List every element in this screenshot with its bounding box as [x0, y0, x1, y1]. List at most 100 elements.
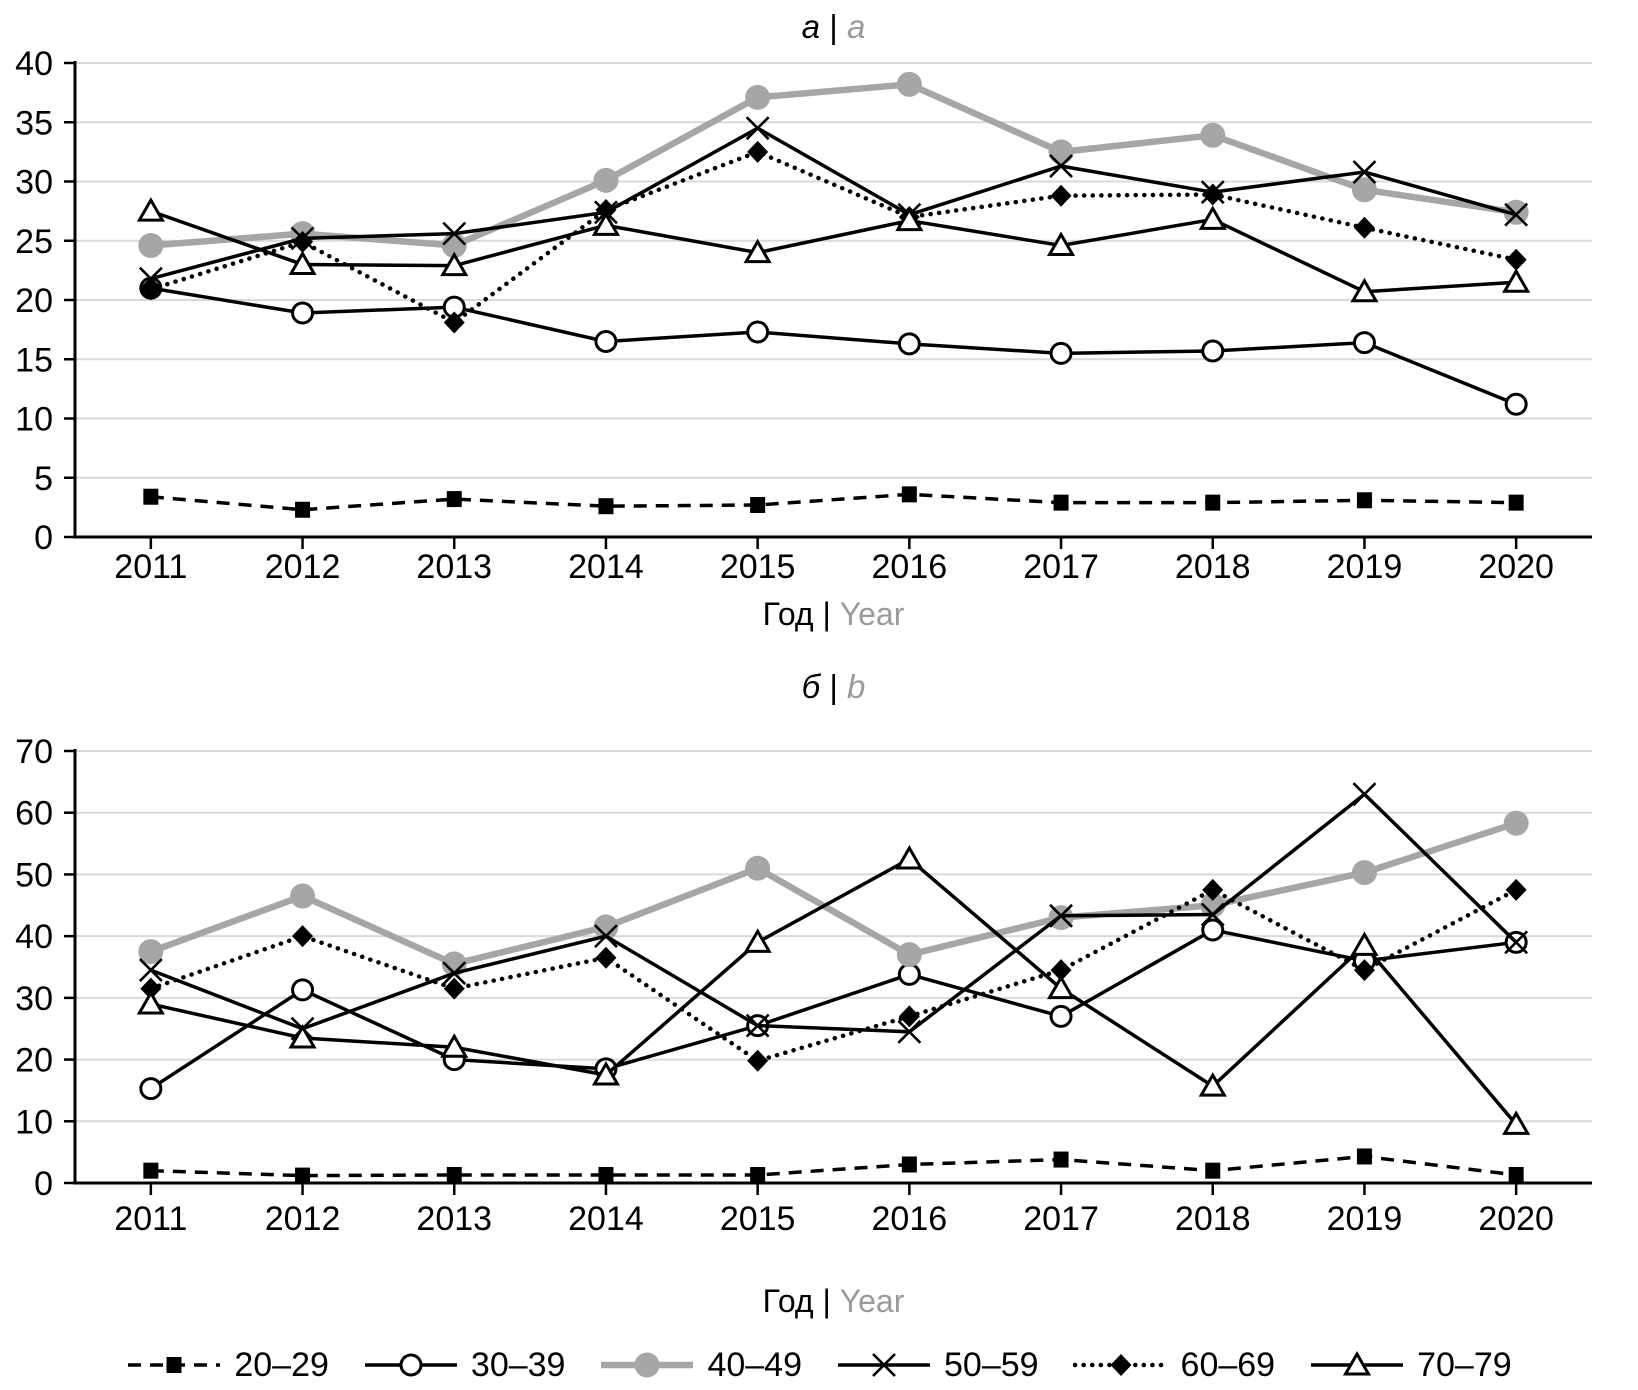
legend-label: 60–69 [1180, 1345, 1276, 1384]
filled-diamond-marker [292, 230, 314, 253]
filled-diamond-marker [292, 925, 314, 948]
gray-circle-marker [138, 232, 164, 258]
series-line [150, 791, 1518, 1034]
x-marker [138, 958, 163, 983]
series-line [150, 492, 1517, 512]
open-circle-marker [897, 332, 921, 356]
series-line [150, 81, 1517, 249]
chart-a-series-40-49 [138, 71, 1529, 258]
chart-a-ytick-label: 20 [15, 282, 53, 320]
open-triangle-marker [1343, 1350, 1372, 1376]
open-triangle-marker [1046, 974, 1076, 1000]
chart-a-title-separator: | [829, 8, 838, 45]
chart-a-xtick-label: 2012 [265, 548, 341, 586]
legend-sample-solid-triangle [1311, 1350, 1404, 1376]
filled-square-marker [1205, 1162, 1221, 1179]
x-marker [1504, 202, 1529, 227]
filled-square-marker [446, 491, 462, 508]
chart-a-ytick-label: 0 [34, 519, 53, 557]
chart-b-xtick-label: 2019 [1327, 1200, 1403, 1238]
legend-item-30-39: 30–39 [363, 1346, 565, 1385]
filled-square-marker [1356, 492, 1372, 509]
gray-circle-marker [745, 855, 771, 881]
open-triangle-marker [288, 250, 317, 275]
legend-sample-dashed-square [128, 1357, 221, 1373]
filled-diamond-marker [747, 1049, 769, 1072]
open-triangle-marker [1502, 1110, 1531, 1135]
chart-a-series-20-29 [143, 486, 1524, 518]
chart-b-gridlines [75, 750, 1592, 1123]
gray-circle-marker [745, 84, 771, 110]
chart-b-series-20-29 [143, 1148, 1524, 1184]
legend-item-60-69: 60–69 [1072, 1345, 1276, 1385]
series-line [150, 126, 1517, 281]
filled-square-marker [1205, 494, 1221, 511]
gray-circle-marker [896, 942, 922, 968]
filled-diamond-marker [140, 977, 162, 1000]
chart-a-xtick-label: 2016 [872, 548, 948, 586]
filled-square-marker [1053, 1151, 1069, 1168]
open-circle-marker [1504, 392, 1528, 416]
filled-diamond-marker [1505, 878, 1527, 901]
x-marker [872, 1353, 896, 1377]
chart-a-xtick-label: 2018 [1175, 548, 1251, 586]
chart-a-xtick-label: 2015 [720, 548, 796, 586]
open-triangle-marker [136, 197, 165, 222]
chart-a-series-70-79 [136, 197, 1531, 303]
chart-a-xtick-label: 2011 [114, 548, 187, 586]
series-line [148, 887, 1519, 1064]
chart-a-xaxis-title-ru: Год [763, 596, 823, 632]
open-circle-marker [594, 329, 618, 353]
chart-a-ytick-label: 35 [15, 104, 53, 142]
chart-b-ytick-label: 0 [34, 1165, 53, 1203]
filled-square-marker [1053, 494, 1069, 511]
filled-square-marker [1508, 1166, 1524, 1183]
open-circle-marker [746, 320, 770, 344]
x-marker [594, 924, 618, 949]
gray-circle-marker [896, 71, 922, 97]
open-circle-marker [139, 1077, 163, 1101]
filled-diamond-marker [747, 140, 769, 163]
open-triangle-marker [440, 251, 469, 277]
filled-square-marker [750, 497, 766, 514]
x-marker [442, 961, 467, 986]
chart-a-series-50-59 [138, 116, 1529, 291]
series-line [149, 820, 1518, 968]
chart-b-ytick-label: 70 [15, 733, 53, 771]
open-circle-marker [897, 962, 921, 986]
chart-a-axes [64, 61, 1592, 549]
chart-b-xtick-label: 2018 [1175, 1200, 1251, 1238]
filled-square-marker [901, 486, 917, 503]
chart-b-xtick-label: 2014 [568, 1200, 644, 1238]
open-triangle-marker [1198, 205, 1227, 230]
chart-b-series-30-39 [139, 918, 1528, 1101]
legend-item-40-49: 40–49 [599, 1346, 802, 1385]
open-circle-marker [1201, 918, 1225, 942]
legend: 20–29 30–39 40–49 50–59 60–69 70–79 [0, 1340, 1638, 1390]
filled-diamond-marker [898, 1005, 920, 1028]
open-circle-marker [1352, 331, 1376, 355]
filled-diamond-marker [595, 946, 617, 969]
chart-a-xaxis-title-en: Year [831, 596, 905, 632]
chart-b-series-60-69 [140, 878, 1527, 1072]
legend-sample-solid-opencircle [364, 1353, 457, 1377]
x-marker [745, 1013, 770, 1038]
chart-b-title-separator: | [829, 668, 838, 705]
chart-b-ytick-label: 40 [15, 918, 53, 956]
filled-diamond-marker [1353, 216, 1375, 239]
gray-circle-marker [1200, 122, 1226, 148]
chart-b-axes [64, 749, 1592, 1195]
open-triangle-marker [288, 1023, 317, 1049]
chart-b-ytick-label: 60 [15, 795, 53, 833]
filled-diamond-marker [595, 198, 617, 221]
filled-square-marker [1508, 494, 1524, 511]
filled-square-marker [1356, 1148, 1372, 1165]
x-marker [1352, 160, 1377, 184]
open-circle-marker [399, 1353, 423, 1377]
filled-square-marker [901, 1156, 917, 1173]
chart-a-svg: а | a 0 5 10 15 20 25 30 35 40 2011 2012 2013 2014 201… [15, 8, 1592, 632]
x-marker [1352, 782, 1377, 807]
filled-square-marker [295, 1167, 311, 1184]
open-triangle-marker [440, 1033, 469, 1058]
chart-a-series-30-39 [139, 276, 1528, 416]
